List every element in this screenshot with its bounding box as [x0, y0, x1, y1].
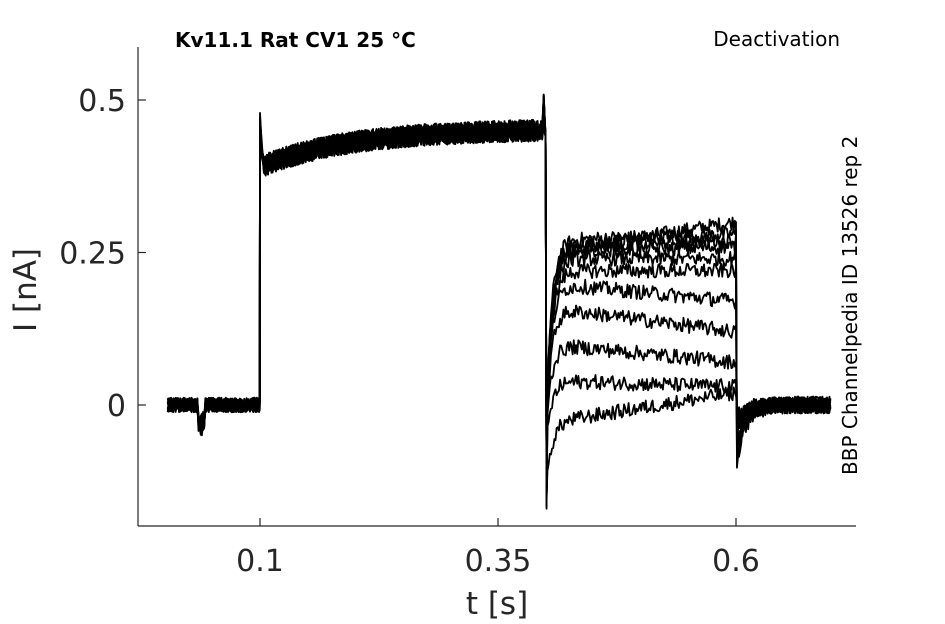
chart-title: Kv11.1 Rat CV1 25 °C: [175, 28, 416, 52]
current-trace-10: [166, 116, 832, 500]
side-label: BBP Channelpedia ID 13526 rep 2: [838, 136, 862, 475]
current-trace-8: [166, 93, 832, 499]
x-tick-label: 0.1: [236, 544, 284, 579]
tick-group: 0.1 0.35 0.6 0 0.25 0.5: [59, 84, 760, 579]
x-tick-label: 0.35: [465, 544, 532, 579]
protocol-label: Deactivation: [713, 27, 840, 51]
current-trace-1: [166, 119, 832, 502]
y-tick-label: 0: [107, 389, 126, 424]
y-axis-label: I [nA]: [8, 248, 44, 332]
current-trace-11: [166, 119, 832, 498]
x-axis-label: t [s]: [466, 586, 528, 622]
trace-group: [166, 93, 832, 510]
x-tick-label: 0.6: [712, 544, 760, 579]
y-tick-label: 0.25: [59, 237, 126, 272]
y-tick-label: 0.5: [78, 84, 126, 119]
